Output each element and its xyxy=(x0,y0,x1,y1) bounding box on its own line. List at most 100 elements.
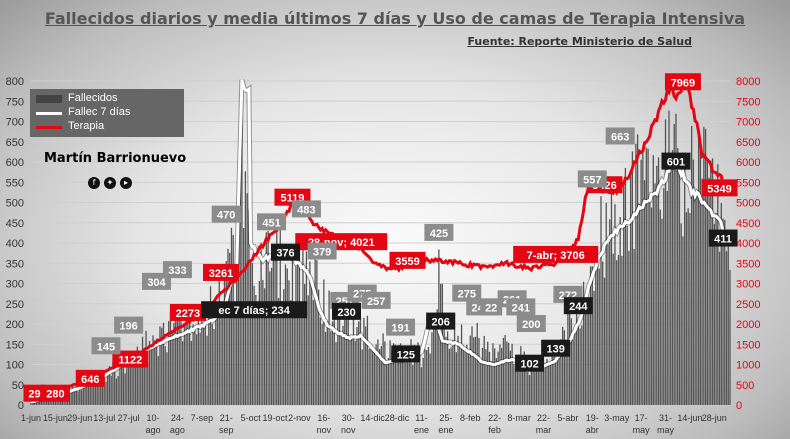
x-tick-label: 7-sep xyxy=(191,413,214,423)
data-label: 470 xyxy=(211,205,241,223)
y-tick-left: 50 xyxy=(12,380,24,392)
bar xyxy=(206,335,208,405)
bar xyxy=(188,309,191,405)
x-tick-label: 14-jun xyxy=(677,413,702,423)
bar xyxy=(548,364,550,405)
bar xyxy=(474,336,477,405)
bar xyxy=(122,364,125,405)
data-label-box xyxy=(426,312,456,330)
bar xyxy=(507,342,510,405)
bar xyxy=(39,400,41,405)
data-label: 145 xyxy=(91,337,121,355)
bar xyxy=(138,365,140,405)
data-label-text: 451 xyxy=(262,217,280,229)
bar xyxy=(570,318,573,405)
bar xyxy=(44,398,46,405)
data-label-text: 7-abr; 3706 xyxy=(527,250,585,262)
y-tick-left: 150 xyxy=(6,339,24,351)
bar xyxy=(670,162,672,405)
x-tick-label: 3-may xyxy=(604,413,630,423)
bar xyxy=(227,248,229,405)
data-label-text: 376 xyxy=(276,248,294,260)
bar xyxy=(199,332,201,405)
legend-swatch-fallec-7-dias xyxy=(36,112,62,115)
bar xyxy=(187,305,189,405)
bar xyxy=(377,339,379,405)
bar xyxy=(661,218,663,405)
bar xyxy=(459,346,461,405)
data-label-box xyxy=(91,337,121,355)
data-label-text: 200 xyxy=(522,319,540,331)
bar xyxy=(654,183,656,405)
bar xyxy=(290,300,292,405)
data-label: 7-abr; 3706 xyxy=(513,245,599,263)
bar xyxy=(284,264,287,405)
bar xyxy=(649,201,651,405)
legend-label-fallecidos: Fallecidos xyxy=(68,92,118,104)
bar xyxy=(358,321,360,405)
bar xyxy=(272,253,274,405)
bar xyxy=(302,248,304,405)
bar xyxy=(359,316,362,405)
data-label: 601 xyxy=(661,152,691,170)
x-tick-label: 22-mar xyxy=(536,413,552,435)
bar xyxy=(678,173,681,405)
data-label-box xyxy=(480,298,503,316)
bar xyxy=(452,340,454,405)
bar xyxy=(382,333,384,405)
bar xyxy=(40,400,43,405)
bar xyxy=(75,386,77,405)
bar xyxy=(635,143,637,405)
data-label: 425 xyxy=(424,223,454,241)
data-label-box xyxy=(169,303,206,321)
bar xyxy=(218,275,220,405)
y-tick-right: 2000 xyxy=(736,319,760,331)
bar xyxy=(120,361,123,405)
y-tick-left: 800 xyxy=(6,76,24,88)
bar xyxy=(197,308,199,405)
bar xyxy=(492,343,494,405)
bar xyxy=(208,317,210,405)
bar xyxy=(677,148,679,405)
bar xyxy=(549,361,552,405)
series-fallecidos-bars xyxy=(30,102,731,406)
legend-label-terapia: Terapia xyxy=(68,120,105,132)
data-label-text: 206 xyxy=(431,317,449,329)
y-tick-right: 2500 xyxy=(736,299,760,311)
bar xyxy=(556,353,559,405)
x-tick-label: 13-jul xyxy=(93,413,115,423)
bar xyxy=(173,322,175,405)
facebook-icon[interactable]: f xyxy=(88,177,100,189)
y-tick-left: 350 xyxy=(6,258,24,270)
data-label: 244 xyxy=(563,297,593,315)
data-label: 3261 xyxy=(203,263,240,281)
data-label: 557 xyxy=(577,170,607,188)
bar xyxy=(657,157,660,405)
bar xyxy=(488,351,491,405)
bar xyxy=(229,252,231,405)
bar xyxy=(114,367,116,405)
twitter-icon[interactable]: ✦ xyxy=(104,177,116,189)
bar xyxy=(558,345,560,405)
bar xyxy=(626,225,628,405)
bar xyxy=(239,171,241,405)
bar xyxy=(316,260,318,405)
bar xyxy=(586,311,588,405)
bar xyxy=(553,352,555,405)
bar xyxy=(105,381,107,405)
bar xyxy=(706,157,708,405)
bar xyxy=(246,193,248,405)
y-tick-left: 300 xyxy=(6,279,24,291)
bar xyxy=(215,312,217,405)
data-label: 102 xyxy=(515,354,545,372)
bar xyxy=(317,289,320,405)
bar xyxy=(169,312,172,405)
data-label-text: 7969 xyxy=(671,77,695,89)
bar xyxy=(37,399,39,405)
bar xyxy=(223,274,226,405)
bar xyxy=(94,386,97,405)
youtube-icon[interactable]: ▸ xyxy=(120,177,132,189)
bar xyxy=(413,344,416,405)
bar xyxy=(619,217,621,405)
bar xyxy=(241,102,243,405)
